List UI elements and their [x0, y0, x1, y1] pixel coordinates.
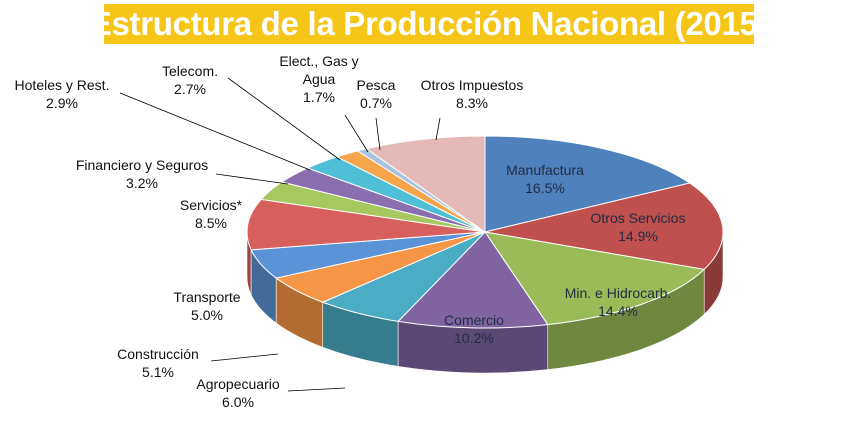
- pie-tops: [246, 135, 724, 329]
- pie-slice-otros-impuestos: [365, 135, 486, 233]
- slice-value-agropecuario: 6.0%: [222, 394, 254, 410]
- slice-value-manufactura: 16.5%: [525, 180, 565, 196]
- slice-value-otros-impuestos: 8.3%: [456, 95, 488, 111]
- slice-name-transporte: Transporte: [173, 289, 240, 305]
- slice-name-hoteles-y-rest: Hoteles y Rest.: [15, 77, 110, 93]
- slice-label-servicios: Servicios* 8.5%: [180, 197, 243, 231]
- slice-label-pesca: Pesca 0.7%: [357, 77, 396, 111]
- slice-value-transporte: 5.0%: [191, 307, 223, 323]
- slice-label-manufactura: Manufactura 16.5%: [506, 162, 584, 196]
- slice-name-elect-gas-y-agua: Elect., Gas y: [279, 53, 358, 69]
- slice-labels: Manufactura 16.5% Otros Servicios 14.9% Min.…: [15, 53, 686, 410]
- slice-label-otros-impuestos: Otros Impuestos 8.3%: [421, 77, 524, 111]
- slice-value-comercio: 10.2%: [454, 330, 494, 346]
- leader-line-elect-gas-y-agua: [344, 114, 369, 153]
- slice-label-hoteles-y-rest: Hoteles y Rest. 2.9%: [15, 77, 110, 111]
- leader-lines: [119, 77, 441, 392]
- slice-label-elect-gas-y-agua: Elect., Gas y Agua 1.7%: [279, 53, 358, 105]
- pie-slice-min-e-hidrocarb: [483, 231, 706, 326]
- slice-value-servicios: 8.5%: [195, 215, 227, 231]
- slice-value-financiero-y-seguros: 3.2%: [126, 175, 158, 191]
- slice-label-otros-servicios: Otros Servicios 14.9%: [591, 210, 686, 244]
- pie-slice-otros-servicios: [484, 182, 724, 270]
- pie-slice-manufactura: [484, 135, 691, 233]
- slice-label-comercio: Comercio 10.2%: [444, 312, 504, 346]
- slice-label-agropecuario: Agropecuario 6.0%: [196, 376, 279, 410]
- leader-line-financiero-y-seguros: [215, 173, 289, 185]
- leader-line-otros-impuestos: [435, 117, 441, 141]
- leader-line-pesca: [375, 117, 381, 151]
- slice-name-otros-impuestos: Otros Impuestos: [421, 77, 524, 93]
- leader-line-agropecuario: [287, 387, 346, 392]
- slice-value-telecom: 2.7%: [174, 81, 206, 97]
- slice-value-pesca: 0.7%: [360, 95, 392, 111]
- leader-line-telecom: [227, 77, 341, 161]
- slice-name-otros-servicios: Otros Servicios: [591, 210, 686, 226]
- slice-label-telecom: Telecom. 2.7%: [162, 63, 218, 97]
- slice-name-elect-gas-y-agua: Agua: [303, 71, 336, 87]
- slice-value-elect-gas-y-agua: 1.7%: [303, 89, 335, 105]
- slice-name-agropecuario: Agropecuario: [196, 376, 279, 392]
- pie-slice-comercio: [397, 231, 549, 329]
- pie-slice-servicios: [246, 198, 486, 251]
- slice-name-servicios: Servicios*: [180, 197, 243, 213]
- slice-label-construccion: Construcción 5.1%: [117, 346, 199, 380]
- slice-value-construccion: 5.1%: [142, 364, 174, 380]
- slice-value-min-e-hidrocarb: 14.4%: [598, 303, 638, 319]
- slice-name-manufactura: Manufactura: [506, 162, 584, 178]
- slice-value-otros-servicios: 14.9%: [618, 228, 658, 244]
- chart-title-banner: Estructura de la Producción Nacional (20…: [90, 4, 769, 44]
- slice-label-transporte: Transporte 5.0%: [173, 289, 240, 323]
- slice-name-min-e-hidrocarb: Min. e Hidrocarb.: [565, 285, 672, 301]
- leader-line-construccion: [210, 353, 279, 362]
- leader-line-hoteles-y-rest: [119, 92, 311, 171]
- slice-name-financiero-y-seguros: Financiero y Seguros: [76, 157, 208, 173]
- slice-name-pesca: Pesca: [357, 77, 396, 93]
- slice-label-financiero-y-seguros: Financiero y Seguros 3.2%: [76, 157, 208, 191]
- slice-value-hoteles-y-rest: 2.9%: [46, 95, 78, 111]
- slice-name-telecom: Telecom.: [162, 63, 218, 79]
- slice-name-construccion: Construcción: [117, 346, 199, 362]
- slice-label-min-e-hidrocarb: Min. e Hidrocarb. 14.4%: [565, 285, 672, 319]
- chart-title: Estructura de la Producción Nacional (20…: [89, 5, 769, 42]
- slice-name-comercio: Comercio: [444, 312, 504, 328]
